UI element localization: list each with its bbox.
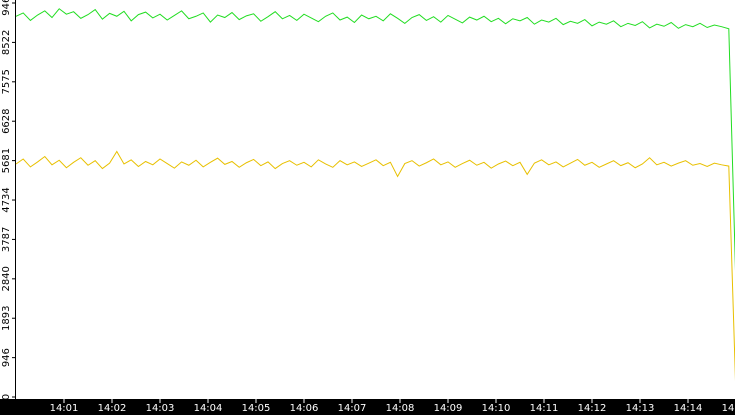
x-tick-label: 14:04	[194, 403, 223, 414]
x-tick-label: 14:05	[242, 403, 271, 414]
series-line	[15, 150, 735, 381]
x-tick-label: 14:10	[482, 403, 511, 414]
y-tick-label: 946	[1, 348, 12, 367]
x-tick-label: 14:13	[626, 403, 655, 414]
x-tick-label: 14:12	[578, 403, 607, 414]
x-tick-label: 14:09	[434, 403, 463, 414]
x-tick-label: 14:11	[530, 403, 559, 414]
x-tick-label: 14:06	[290, 403, 319, 414]
y-tick-label: 8522	[1, 30, 12, 55]
x-tick-label: 14:02	[98, 403, 127, 414]
x-tick-label: 14:03	[146, 403, 175, 414]
x-tick-label: 14:07	[338, 403, 367, 414]
x-axis-bar	[0, 399, 735, 415]
y-tick-label: 5681	[1, 148, 12, 173]
x-tick-label: 14:01	[50, 403, 79, 414]
x-tick-label: 14:15	[722, 403, 735, 414]
y-tick-label: 7575	[1, 69, 12, 94]
series-line	[15, 8, 735, 271]
y-tick-label: 2840	[1, 266, 12, 291]
y-tick-label: 6628	[1, 108, 12, 133]
x-tick-label: 14:08	[386, 403, 415, 414]
y-tick-label: 1893	[1, 306, 12, 331]
y-tick-label: 9469	[1, 0, 12, 16]
y-tick-label: 3787	[1, 227, 12, 252]
x-tick-label: 14:14	[674, 403, 703, 414]
y-tick-label: 0	[1, 394, 12, 400]
y-tick-label: 4734	[1, 187, 12, 212]
